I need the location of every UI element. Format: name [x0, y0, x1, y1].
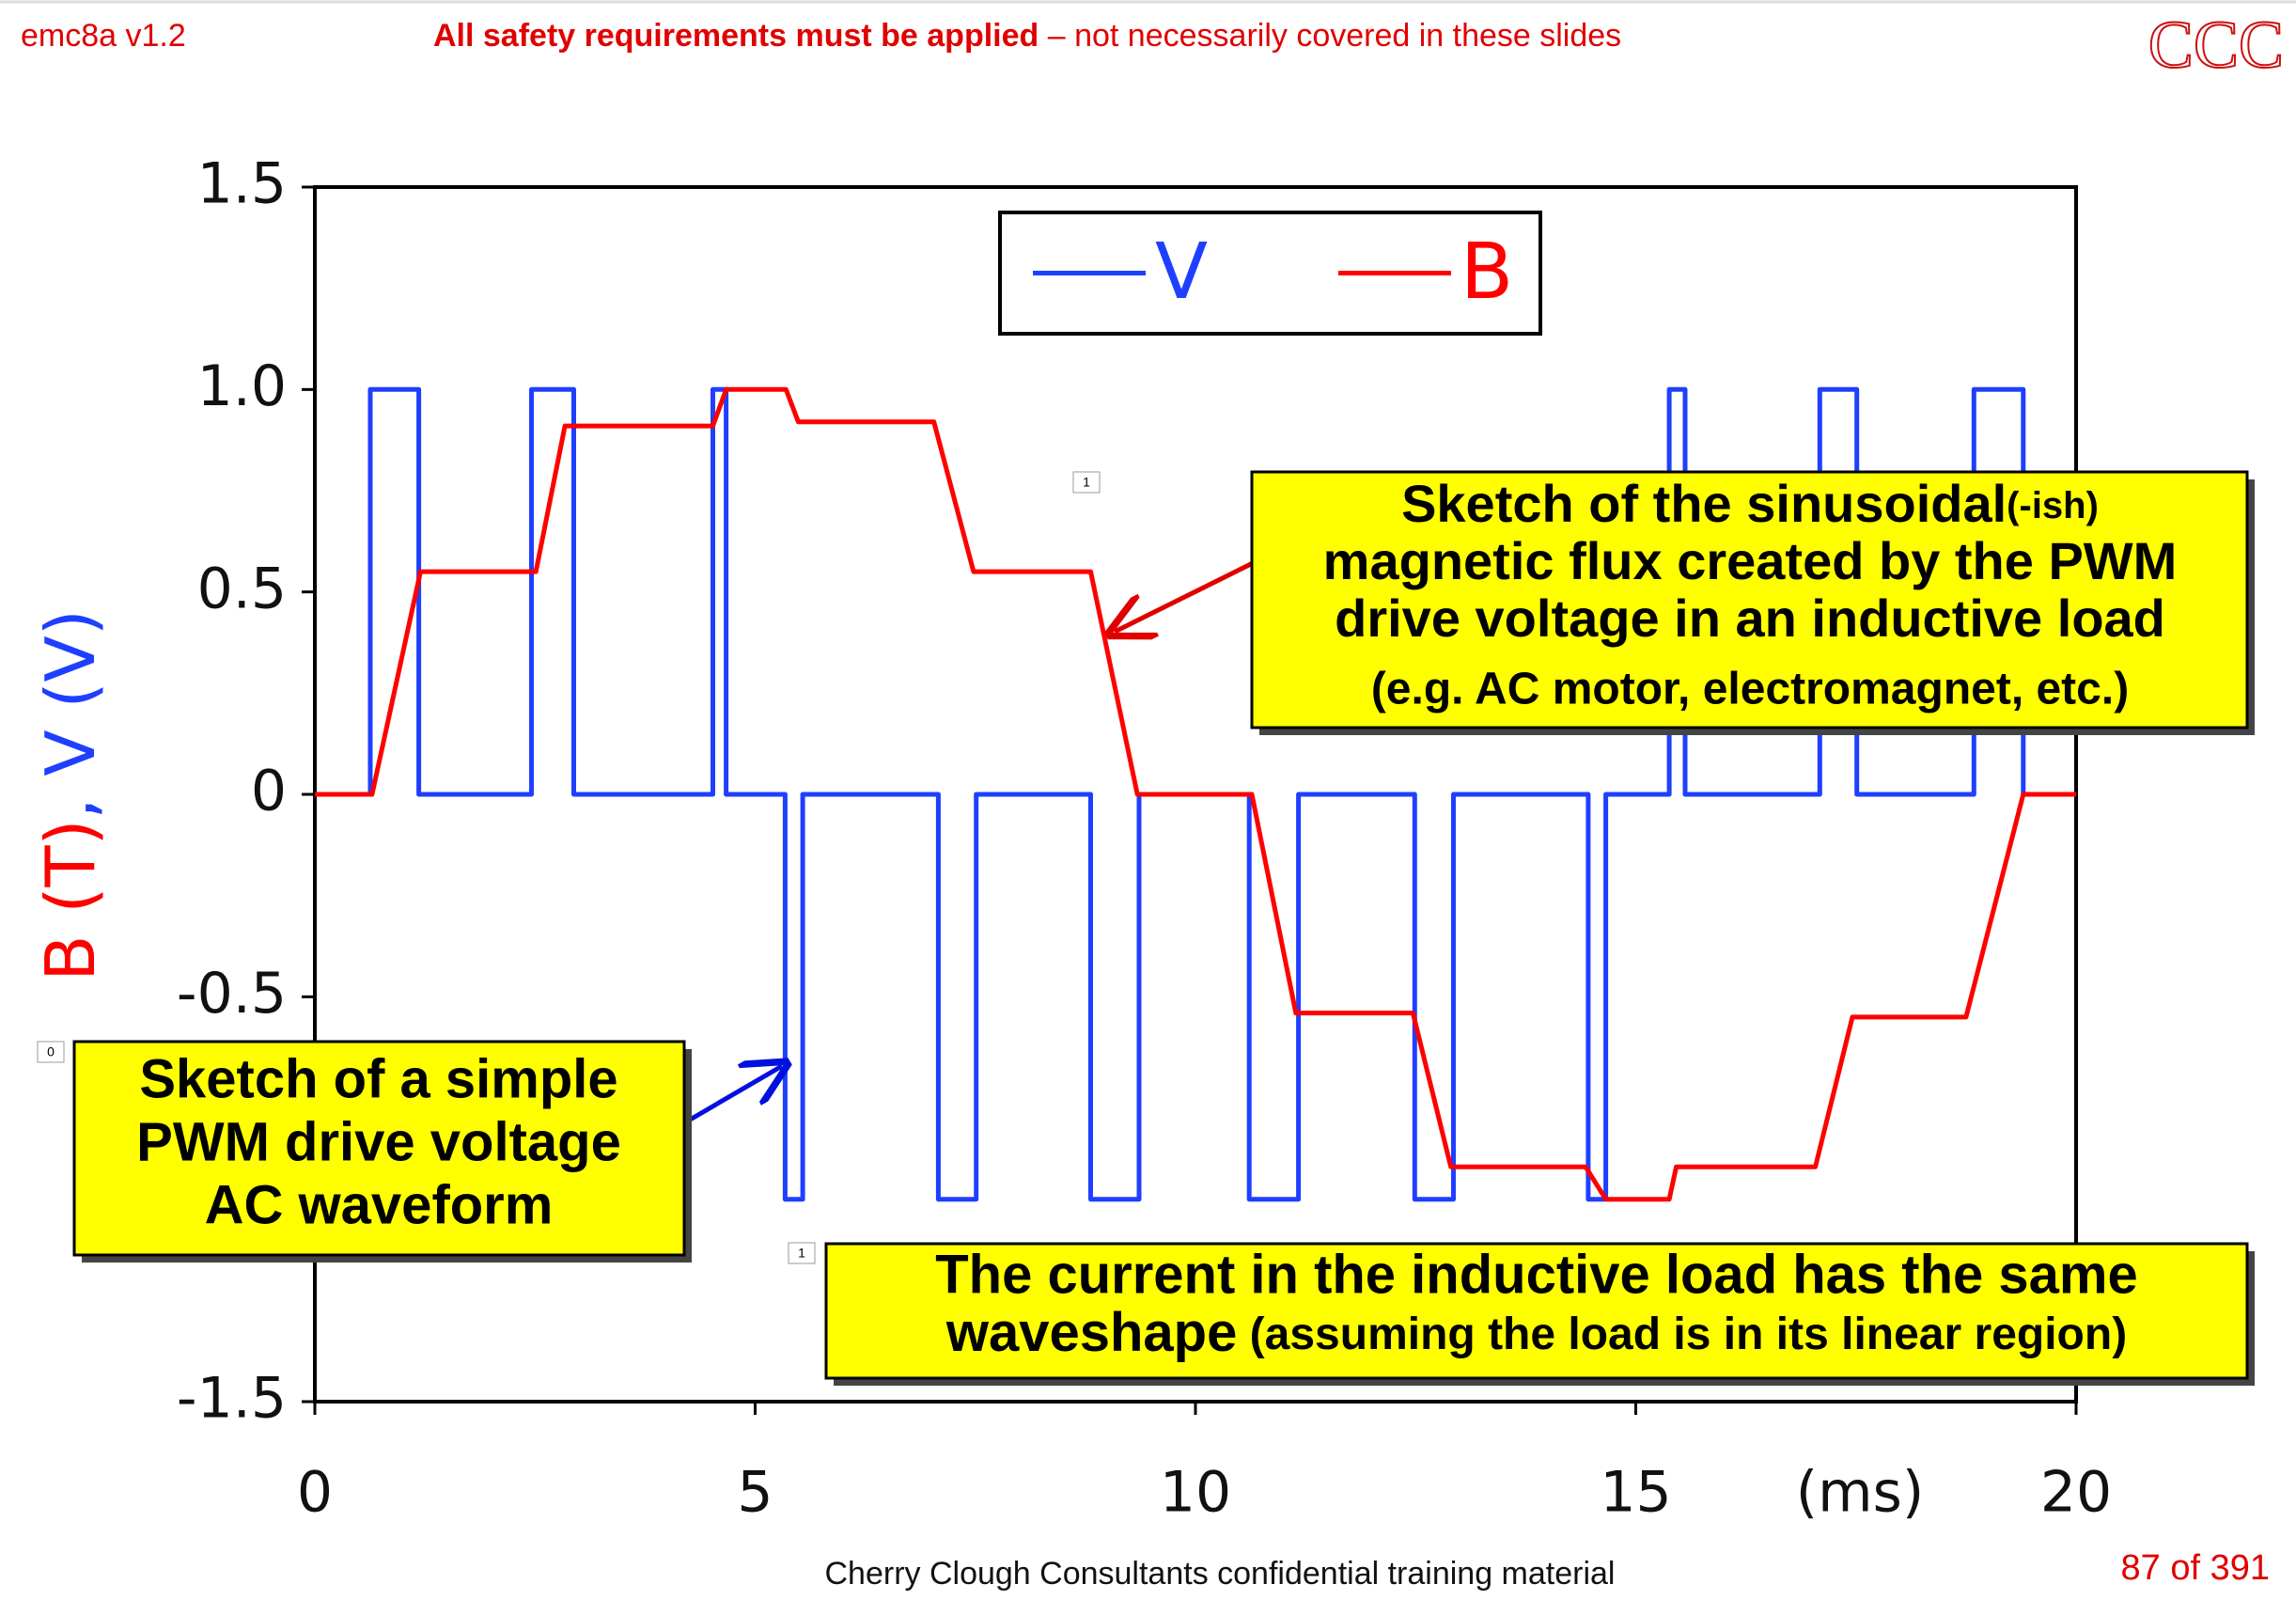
y-axis-label-part: B (T) [31, 819, 110, 980]
callout-text: waveshape [945, 1302, 1238, 1363]
version: emc8a v1.2 [21, 18, 186, 54]
callout-box [1250, 470, 2249, 729]
footer-text: Cherry Clough Consultants confidential t… [825, 1556, 1616, 1592]
callout-text: (assuming the load is in its linear regi… [1237, 1310, 2127, 1359]
callout-line: drive voltage in an inductive load [1335, 588, 2165, 648]
marker-box [1072, 471, 1101, 494]
marker-boxes: 1 0 1 [37, 471, 1101, 1264]
y-tick-label: -0.5 [177, 961, 287, 1027]
callout-text: Sketch of the sinusoidal [1401, 474, 2007, 533]
y-axis-label: B (T), V (V) [31, 609, 110, 981]
arrow-flux [1115, 558, 1258, 632]
warning-bold: All safety requirements must be applied [433, 18, 1039, 54]
legend-label: V [1155, 227, 1208, 317]
x-tick-label: 0 [297, 1460, 333, 1526]
callout-line: PWM drive voltage [136, 1111, 621, 1172]
marker: 1 [1083, 475, 1090, 490]
y-tick-label: 1.0 [197, 353, 287, 419]
x-tick-label: 5 [737, 1460, 773, 1526]
x-tick-label: 10 [1160, 1460, 1231, 1526]
y-axis-label-part: , V (V) [31, 609, 110, 819]
callout-line: magnetic flux created by the PWM [1323, 531, 2178, 590]
marker: 0 [47, 1044, 55, 1059]
callout-text: (-ish) [2007, 485, 2099, 526]
callout-box [72, 1040, 686, 1257]
marker: 1 [798, 1246, 805, 1261]
x-tick-label: 20 [2040, 1460, 2112, 1526]
marker-box [37, 1041, 65, 1063]
page-number: 87 of 391 [2121, 1548, 2270, 1588]
callout-line: (e.g. AC motor, electromagnet, etc.) [1371, 665, 2129, 714]
y-tick-label: 0 [251, 759, 287, 824]
callout-line: The current in the inductive load has th… [935, 1244, 2138, 1305]
callout-box [824, 1242, 2249, 1380]
marker-box [788, 1242, 816, 1264]
warning-rest: – not necessarily covered in these slide… [1039, 18, 1621, 54]
callout-line: Sketch of the sinusoidal(-ish) [1401, 474, 2099, 533]
safety-warning: All safety requirements must be applied … [433, 18, 1621, 54]
x-tick-label: 15 [1600, 1460, 1671, 1526]
callout-voltage: Sketch of a simple PWM drive voltage AC … [72, 1040, 692, 1263]
callout-flux: Sketch of the sinusoidal(-ish) magnetic … [1250, 470, 2255, 735]
y-tick-label: -1.5 [177, 1366, 287, 1432]
x-axis-label: (ms) [1796, 1460, 1925, 1526]
y-tick-label: 1.5 [197, 151, 287, 217]
series-line [315, 386, 2076, 1202]
callout-line: waveshape (assuming the load is in its l… [945, 1302, 2127, 1363]
callout-line: Sketch of a simple [139, 1048, 617, 1109]
legend-label: B [1460, 227, 1513, 317]
callout-current: The current in the inductive load has th… [824, 1242, 2255, 1386]
callout-line: AC waveform [205, 1174, 554, 1235]
logo: CCC [2148, 8, 2284, 83]
y-tick-label: 0.5 [197, 556, 287, 621]
